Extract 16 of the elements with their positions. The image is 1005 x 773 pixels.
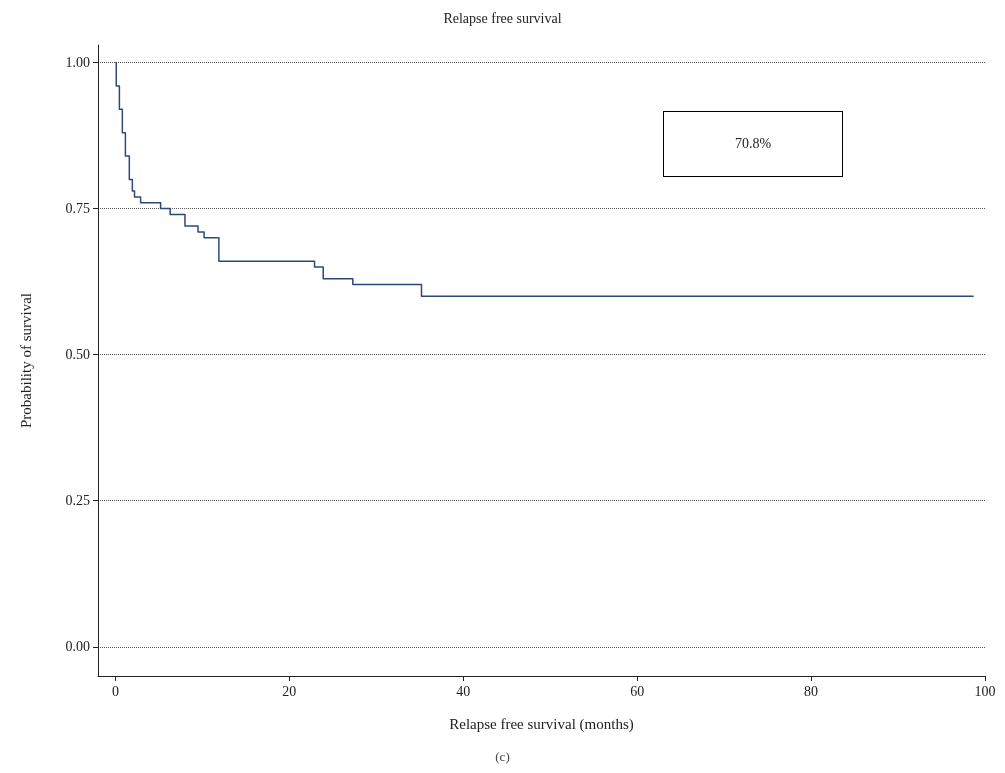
x-tick-label: 80	[804, 683, 819, 699]
x-tick-label: 40	[456, 683, 471, 699]
y-tick-label: 0.50	[65, 347, 90, 363]
x-axis-title: Relapse free survival (months)	[449, 715, 634, 733]
y-tick-label: 1.00	[65, 55, 90, 71]
x-tick-label: 20	[282, 683, 297, 699]
y-axis-title: Probability of survival	[17, 293, 34, 428]
y-tick-label: 0.25	[65, 493, 90, 509]
x-tick-label: 60	[630, 683, 645, 699]
y-tick-label: 0.00	[65, 639, 90, 655]
x-tick-label: 0	[111, 683, 119, 699]
x-tick-label: 100	[974, 683, 996, 699]
y-tick-label: 0.75	[65, 201, 90, 217]
text: (c)	[495, 749, 510, 764]
chart-title: Relapse free survival	[443, 10, 562, 26]
text-box: 70.8%	[663, 111, 843, 177]
